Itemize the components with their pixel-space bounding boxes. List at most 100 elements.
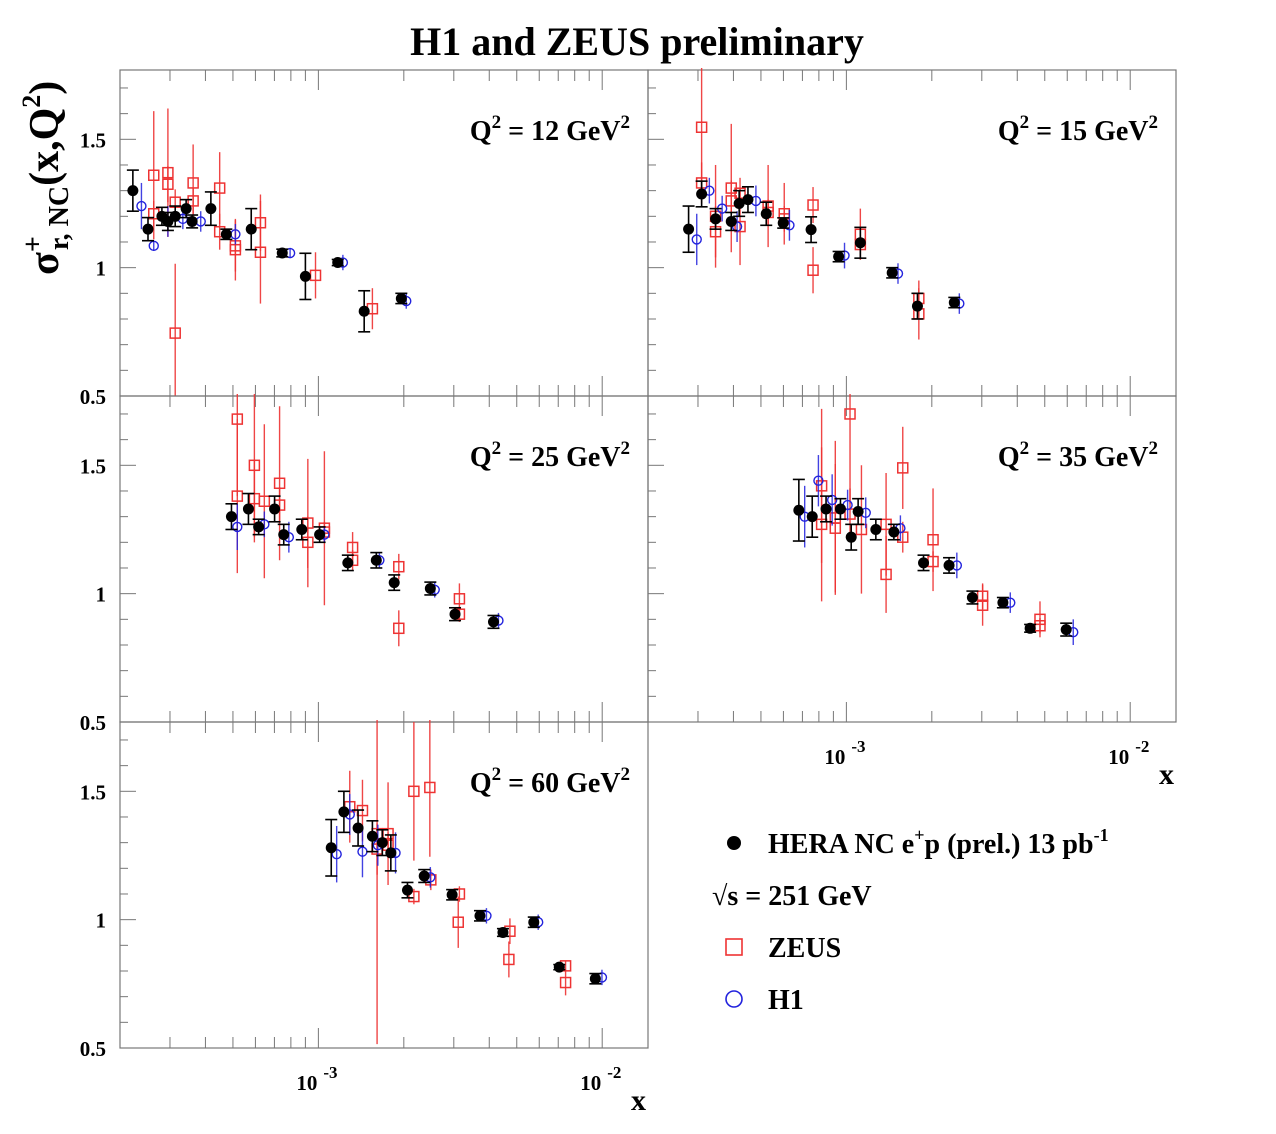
x-tick-base: 10 bbox=[580, 1071, 601, 1095]
hera-marker bbox=[553, 961, 565, 973]
hera-point bbox=[395, 292, 408, 305]
series-zeus bbox=[231, 394, 466, 647]
hera-point bbox=[277, 523, 290, 546]
x-tick-label: 10 -3 bbox=[296, 1063, 337, 1095]
hera-marker bbox=[793, 504, 805, 516]
panel-label-q-sup: 2 bbox=[1020, 438, 1030, 459]
zeus-marker bbox=[829, 522, 842, 534]
zeus-point bbox=[927, 551, 939, 572]
h1-marker bbox=[136, 200, 147, 212]
hera-marker bbox=[742, 194, 754, 206]
hera-point bbox=[733, 189, 746, 218]
zeus-marker bbox=[424, 781, 436, 794]
panel-label-q-sup: 2 bbox=[492, 112, 502, 133]
hera-marker bbox=[276, 247, 288, 259]
legend-entry-1: √s = 251 GeV bbox=[712, 881, 872, 912]
hera-marker bbox=[589, 973, 601, 985]
zeus-point bbox=[187, 188, 199, 214]
hera-marker bbox=[966, 592, 978, 604]
hera-point bbox=[852, 497, 865, 526]
hera-marker bbox=[1060, 624, 1072, 636]
hera-point bbox=[1024, 622, 1037, 634]
y-tick-label: 1 bbox=[96, 583, 107, 607]
panel-frame bbox=[119, 721, 649, 1049]
zeus-point bbox=[829, 464, 842, 593]
hera-point bbox=[911, 292, 924, 320]
panel-label-unit-sup: 2 bbox=[621, 764, 631, 785]
hera-marker bbox=[299, 270, 311, 282]
h1-point bbox=[331, 825, 342, 883]
zeus-point bbox=[897, 426, 909, 509]
hera-point bbox=[252, 518, 265, 536]
panel-label-value: = 15 GeV bbox=[1029, 116, 1148, 147]
zeus-marker bbox=[187, 195, 199, 207]
legend-text-main: H1 bbox=[768, 985, 804, 1016]
series-zeus bbox=[815, 394, 1046, 638]
y-tick-label: 1 bbox=[96, 909, 107, 933]
hera-point bbox=[325, 818, 338, 877]
panel-label-unit-sup: 2 bbox=[621, 112, 631, 133]
hera-point bbox=[682, 205, 695, 254]
hera-point bbox=[527, 916, 540, 929]
zeus-point bbox=[503, 941, 515, 978]
x-tick-base: 10 bbox=[1108, 745, 1129, 769]
hera-point bbox=[225, 503, 238, 531]
h1-marker bbox=[331, 848, 342, 860]
hera-marker bbox=[242, 503, 254, 515]
hera-marker bbox=[325, 842, 337, 854]
hera-marker bbox=[385, 847, 397, 859]
h1-marker bbox=[813, 475, 824, 486]
hera-point bbox=[845, 523, 858, 551]
hera-point bbox=[854, 226, 867, 259]
h1-point bbox=[148, 240, 159, 252]
zeus-point bbox=[254, 200, 267, 304]
panel-data bbox=[325, 720, 608, 1045]
hera-marker bbox=[253, 521, 265, 533]
hera-marker bbox=[683, 223, 695, 235]
hera-marker bbox=[806, 511, 818, 523]
hera-point bbox=[204, 191, 217, 227]
hera-point bbox=[337, 790, 350, 834]
hera-marker bbox=[760, 208, 772, 220]
hera-point bbox=[299, 252, 312, 301]
panel-label: Q2 = 35 GeV2 bbox=[998, 438, 1158, 473]
series-hera bbox=[126, 169, 408, 333]
h1-point bbox=[136, 182, 147, 230]
series-hera bbox=[325, 790, 602, 985]
hera-marker bbox=[845, 531, 857, 543]
zeus-point bbox=[309, 252, 322, 299]
zeus-marker bbox=[503, 953, 515, 966]
hera-point bbox=[948, 296, 961, 309]
zeus-point bbox=[169, 263, 181, 396]
zeus-marker bbox=[815, 518, 828, 531]
panel-label: Q2 = 15 GeV2 bbox=[998, 112, 1158, 147]
hera-marker bbox=[180, 203, 192, 215]
hera-point bbox=[887, 523, 900, 541]
hera-marker bbox=[370, 554, 382, 566]
hera-point bbox=[169, 205, 182, 228]
hera-marker bbox=[948, 297, 960, 309]
zeus-point bbox=[393, 610, 405, 647]
hera-point bbox=[966, 590, 979, 605]
hera-marker bbox=[358, 305, 370, 317]
zeus-marker bbox=[169, 327, 181, 339]
x-tick-base: 10 bbox=[296, 1071, 317, 1095]
hera-marker bbox=[314, 529, 326, 541]
zeus-marker bbox=[897, 531, 909, 543]
zeus-marker bbox=[844, 408, 856, 420]
zeus-marker bbox=[213, 182, 226, 194]
zeus-marker bbox=[927, 555, 939, 568]
zeus-marker bbox=[248, 492, 261, 505]
hera-marker bbox=[352, 822, 364, 834]
hera-marker bbox=[528, 916, 540, 928]
panel-label-value: = 12 GeV bbox=[501, 116, 620, 147]
zeus-point bbox=[408, 888, 420, 905]
series-hera bbox=[682, 180, 961, 320]
hera-point bbox=[401, 881, 414, 899]
hera-point bbox=[806, 495, 819, 538]
x-tick-label: 10 -3 bbox=[824, 737, 865, 769]
legend-label: ZEUS bbox=[768, 933, 841, 964]
hera-point bbox=[886, 266, 899, 279]
panel-data bbox=[225, 394, 504, 647]
